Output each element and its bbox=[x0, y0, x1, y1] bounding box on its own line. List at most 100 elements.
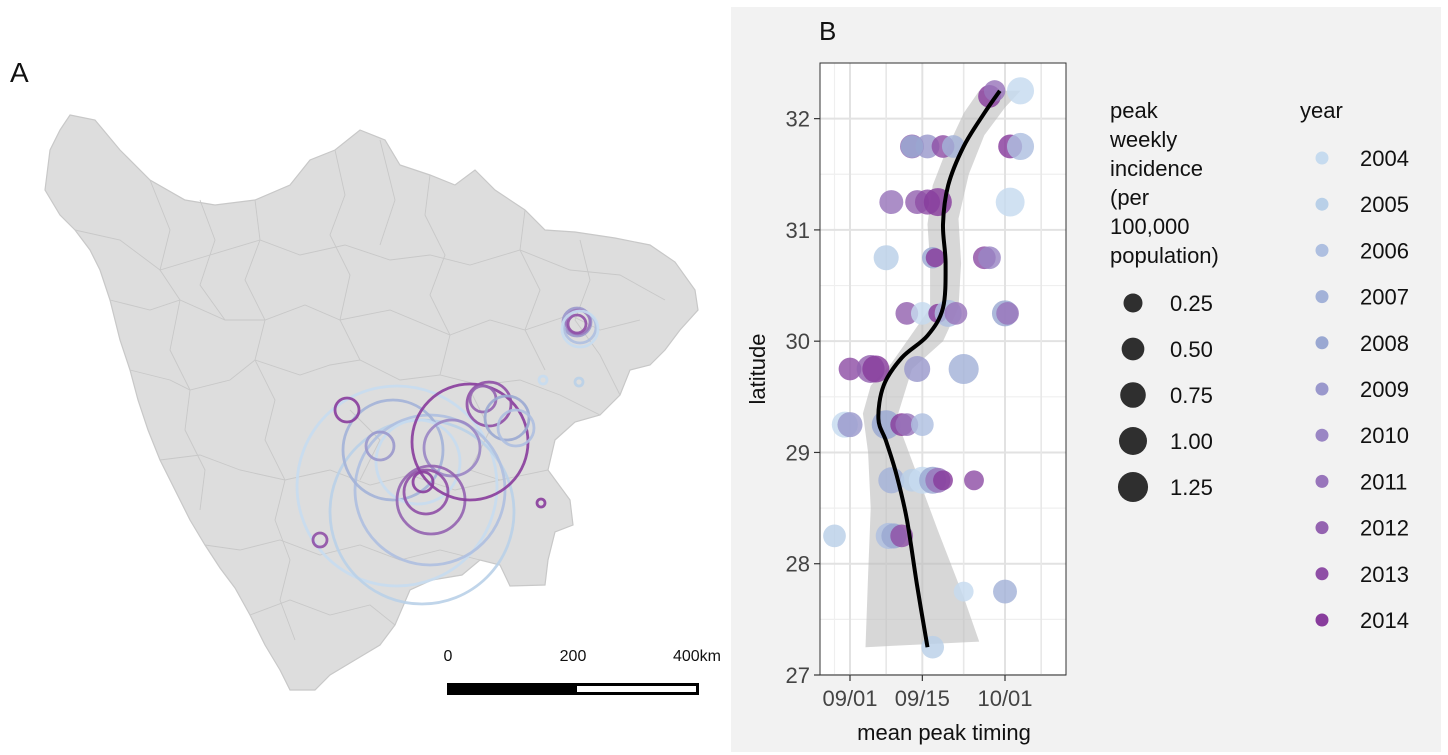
data-point bbox=[993, 579, 1017, 604]
size-legend-title: incidence bbox=[1110, 156, 1203, 181]
scatter-plot: 27 28 29 30 31 32 09/01 09/15 10/01 mean peak t… bbox=[745, 62, 1067, 745]
color-legend-label: 2004 bbox=[1360, 146, 1409, 171]
data-point bbox=[910, 301, 934, 325]
color-legend-key bbox=[1315, 151, 1329, 165]
incidence-circle bbox=[295, 384, 499, 588]
y-tick-label: 30 bbox=[786, 329, 810, 354]
y-tick-label: 29 bbox=[786, 440, 810, 465]
color-legend-key bbox=[1315, 521, 1329, 535]
data-point bbox=[1006, 77, 1035, 105]
size-legend-label: 0.25 bbox=[1170, 291, 1213, 316]
color-legend-label: 2005 bbox=[1360, 192, 1409, 217]
data-point bbox=[996, 301, 1019, 325]
district-border bbox=[574, 239, 621, 396]
color-legend-key bbox=[1315, 243, 1329, 257]
data-point bbox=[837, 412, 863, 438]
panel-b-label: B bbox=[819, 16, 836, 46]
x-tick-label: 09/15 bbox=[895, 686, 950, 711]
size-legend-key bbox=[1123, 293, 1143, 313]
size-legend-key bbox=[1119, 427, 1147, 455]
size-legend-title: peak bbox=[1110, 98, 1159, 123]
district-border bbox=[329, 149, 361, 361]
size-legend-label: 1.25 bbox=[1170, 475, 1213, 500]
district-border bbox=[244, 199, 296, 641]
district-border bbox=[519, 209, 546, 371]
data-point bbox=[904, 355, 931, 383]
province-outline bbox=[44, 114, 699, 691]
data-point bbox=[948, 353, 979, 385]
plot-border bbox=[819, 62, 1067, 676]
size-legend-label: 0.50 bbox=[1170, 337, 1213, 362]
incidence-circle bbox=[560, 309, 600, 349]
y-tick-label: 27 bbox=[786, 663, 810, 688]
incidence-circle bbox=[573, 376, 585, 388]
color-legend-label: 2007 bbox=[1360, 285, 1409, 310]
district-border bbox=[149, 179, 206, 511]
data-point bbox=[944, 301, 968, 325]
scale-label-400: 400km bbox=[673, 648, 721, 665]
district-border bbox=[379, 139, 396, 246]
incidence-circle bbox=[465, 380, 513, 428]
color-legend-label: 2013 bbox=[1360, 562, 1409, 587]
y-axis-label: latitude bbox=[745, 334, 770, 405]
incidence-circle bbox=[402, 468, 450, 516]
district-border bbox=[424, 174, 451, 376]
color-legend: year 2004 2005 2006 2007 2008 2009 2010 2011 2012… bbox=[1300, 98, 1409, 633]
y-tick-label: 32 bbox=[786, 107, 810, 132]
incidence-circle bbox=[374, 418, 462, 506]
trend-line bbox=[876, 89, 1002, 648]
data-point bbox=[1006, 132, 1035, 160]
size-legend-title: population) bbox=[1110, 243, 1219, 268]
color-legend-label: 2010 bbox=[1360, 423, 1409, 448]
data-point bbox=[933, 470, 953, 491]
incidence-circle bbox=[422, 418, 482, 478]
color-legend-label: 2006 bbox=[1360, 238, 1409, 263]
size-legend-key bbox=[1120, 382, 1146, 408]
color-legend-key bbox=[1315, 290, 1329, 304]
size-legend-label: 1.00 bbox=[1170, 429, 1213, 454]
district-border bbox=[349, 409, 381, 481]
data-point bbox=[823, 524, 846, 548]
color-legend-key bbox=[1315, 474, 1329, 488]
panel-a-label: A bbox=[10, 57, 29, 88]
color-legend-key bbox=[1315, 197, 1329, 211]
scale-label-200: 200 bbox=[560, 648, 587, 665]
district-border bbox=[199, 199, 226, 321]
size-legend-title: 100,000 bbox=[1110, 214, 1190, 239]
data-point bbox=[983, 80, 1006, 102]
x-axis-label: mean peak timing bbox=[857, 720, 1031, 745]
data-point bbox=[862, 355, 890, 383]
x-tick-label: 09/01 bbox=[822, 686, 877, 711]
size-legend-title: (per bbox=[1110, 185, 1149, 210]
incidence-circle bbox=[483, 394, 531, 442]
color-legend-key bbox=[1315, 336, 1329, 350]
incidence-circle bbox=[537, 374, 549, 386]
size-legend-key bbox=[1121, 337, 1145, 361]
color-legend-label: 2009 bbox=[1360, 377, 1409, 402]
data-point bbox=[995, 187, 1025, 217]
color-legend-key bbox=[1315, 428, 1329, 442]
scale-label-0: 0 bbox=[444, 648, 453, 665]
incidence-circles bbox=[295, 306, 600, 606]
y-axis: 27 28 29 30 31 32 bbox=[786, 107, 820, 688]
data-point bbox=[953, 581, 974, 602]
size-legend-title: weekly bbox=[1109, 127, 1177, 152]
data-point bbox=[873, 245, 899, 271]
data-point bbox=[879, 190, 904, 215]
incidence-circle bbox=[411, 470, 435, 494]
x-axis: 09/01 09/15 10/01 bbox=[822, 675, 1033, 711]
y-tick-label: 28 bbox=[786, 552, 810, 577]
district-border bbox=[204, 539, 481, 561]
scale-bar-white-segment bbox=[577, 686, 696, 692]
incidence-circle bbox=[496, 408, 536, 448]
incidence-circle bbox=[364, 430, 396, 462]
x-tick-label: 10/01 bbox=[977, 686, 1032, 711]
incidence-circle bbox=[535, 497, 547, 509]
color-legend-key bbox=[1315, 613, 1329, 627]
size-legend-key bbox=[1117, 471, 1149, 503]
confidence-ribbon bbox=[862, 90, 1021, 648]
incidence-circle bbox=[566, 313, 588, 335]
province-map bbox=[44, 114, 699, 691]
district-border bbox=[129, 359, 601, 416]
